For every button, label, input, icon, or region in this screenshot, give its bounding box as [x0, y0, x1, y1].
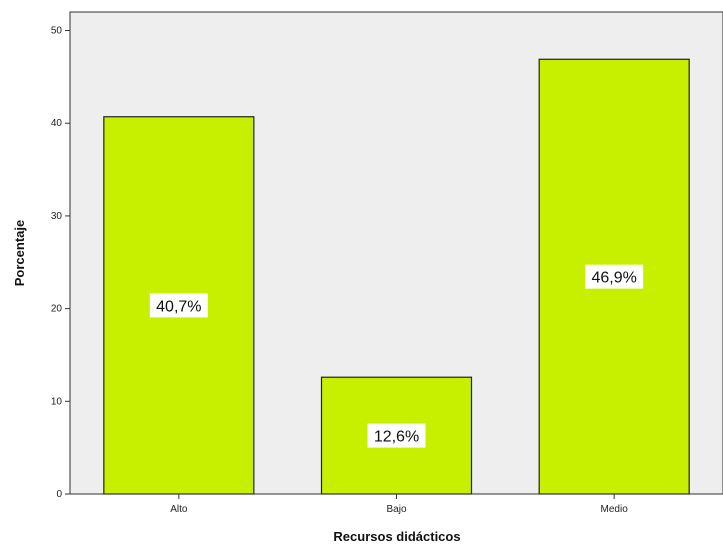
- data-label-box: [367, 423, 426, 448]
- data-label: 12,6%: [374, 429, 419, 446]
- y-tick-label: 20: [51, 304, 63, 315]
- data-label: 46,9%: [591, 270, 636, 287]
- data-label-box: [585, 264, 644, 289]
- y-tick-label: 50: [51, 26, 63, 37]
- y-tick-label: 0: [56, 489, 62, 500]
- data-label: 40,7%: [156, 298, 201, 315]
- y-axis: 0 10 20 30 40 50: [51, 12, 71, 500]
- x-axis-title: Recursos didácticos: [333, 529, 460, 544]
- y-tick-label: 40: [51, 118, 63, 129]
- data-label-box: [149, 293, 208, 318]
- x-tick-label: Bajo: [386, 504, 406, 515]
- x-axis: Alto Bajo Medio: [70, 493, 723, 515]
- y-tick-label: 10: [51, 396, 63, 407]
- y-tick-label: 30: [51, 211, 63, 222]
- y-axis-title: Porcentaje: [12, 220, 27, 286]
- bars-group: 40,7% 12,6% 46,9%: [103, 58, 690, 495]
- x-tick-label: Medio: [601, 504, 629, 515]
- x-tick-label: Alto: [170, 504, 188, 515]
